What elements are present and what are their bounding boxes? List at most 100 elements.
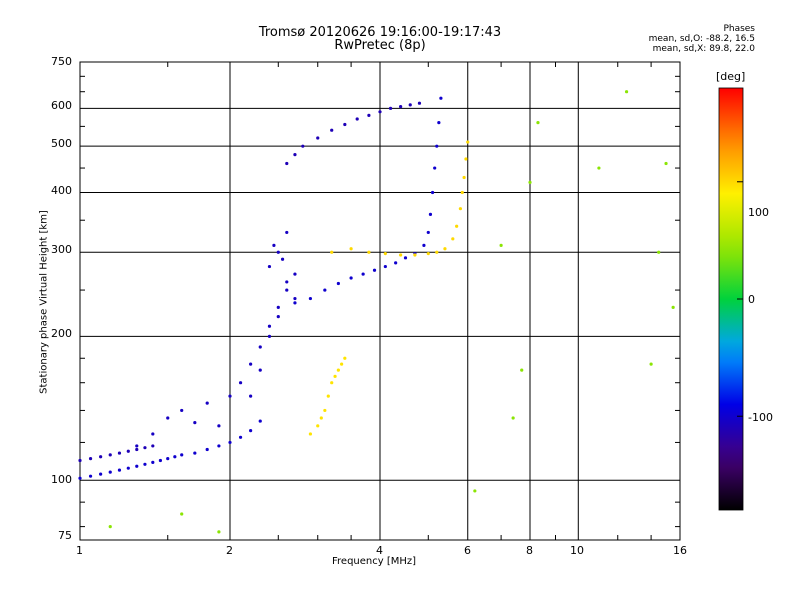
data-point (249, 394, 253, 398)
data-point (367, 250, 371, 254)
data-point (399, 253, 403, 257)
data-point (217, 424, 221, 428)
x-tick-label: 6 (464, 544, 471, 557)
colorbar-tick-label: -100 (748, 411, 773, 424)
data-point (99, 455, 103, 459)
data-point (473, 489, 477, 493)
data-point (276, 250, 280, 254)
data-point (117, 451, 122, 455)
data-point (151, 432, 155, 436)
data-point (99, 472, 103, 476)
data-point (280, 257, 285, 261)
data-point (258, 419, 262, 423)
data-point (664, 161, 668, 166)
data-point (336, 368, 340, 372)
data-point (285, 280, 289, 284)
data-point (443, 247, 447, 251)
chart-subtitle: RwPretec (8p) (334, 38, 426, 53)
data-point (336, 281, 340, 286)
data-point (439, 96, 443, 100)
data-point (135, 444, 139, 448)
data-point (520, 368, 524, 372)
data-point (166, 457, 170, 461)
data-point (403, 256, 408, 260)
data-point (249, 362, 253, 366)
data-point (316, 136, 320, 140)
data-point (193, 451, 197, 455)
data-point (117, 468, 122, 472)
data-point (383, 264, 387, 269)
data-point (276, 315, 280, 319)
data-point (536, 121, 540, 125)
data-point (597, 166, 601, 170)
chart-title: Tromsø 20120626 19:16:00-19:17:43 (258, 25, 502, 40)
data-point (499, 243, 503, 248)
data-point (408, 103, 412, 107)
data-point (293, 301, 297, 305)
data-point (430, 190, 435, 195)
data-point (108, 525, 112, 529)
data-point (330, 128, 334, 132)
data-point (372, 268, 377, 272)
data-point (88, 457, 93, 461)
data-point (166, 416, 170, 420)
colorbar-tick-label: 100 (748, 206, 769, 219)
data-point (180, 453, 184, 457)
data-point (78, 476, 82, 480)
data-point (343, 356, 347, 360)
data-point (217, 530, 221, 534)
data-point (135, 447, 139, 452)
y-tick-label: 600 (51, 99, 72, 112)
data-point (417, 101, 422, 105)
y-tick-label: 400 (51, 184, 72, 197)
data-point (308, 296, 313, 301)
data-point (649, 362, 653, 366)
data-point (267, 324, 272, 328)
data-point (228, 394, 232, 398)
data-point (293, 272, 297, 276)
data-point (437, 121, 441, 125)
data-point (367, 113, 371, 117)
y-tick-label: 200 (51, 327, 72, 340)
data-point (528, 180, 532, 184)
data-point (238, 381, 243, 385)
data-point (143, 462, 147, 466)
data-point (316, 424, 320, 428)
data-point (323, 288, 327, 292)
data-point (464, 157, 468, 161)
data-point (343, 122, 347, 127)
data-point (624, 90, 629, 94)
data-point (258, 345, 262, 349)
y-tick-label: 300 (51, 243, 72, 256)
x-tick-label: 2 (226, 544, 233, 557)
data-point (267, 264, 272, 269)
data-point (205, 401, 209, 405)
data-point (383, 252, 387, 256)
y-tick-label: 100 (51, 473, 72, 486)
data-point (173, 455, 177, 459)
y-tick-label: 500 (51, 137, 72, 150)
colorbar-tick-label: 0 (748, 293, 755, 306)
data-point (326, 394, 330, 398)
phases-heading: Phases (723, 24, 755, 34)
data-point (238, 435, 243, 439)
x-tick-label: 8 (526, 544, 533, 557)
data-point (301, 144, 305, 148)
data-point (657, 250, 661, 254)
data-point (126, 466, 130, 470)
data-point (349, 247, 353, 251)
phases-line-o: mean, sd,O: -88.2, 16.5 (648, 34, 755, 44)
data-point (394, 261, 398, 265)
data-point (511, 416, 515, 420)
data-point (426, 230, 430, 235)
data-point (308, 432, 313, 436)
data-point (272, 243, 276, 248)
y-tick-label: 750 (51, 55, 72, 68)
data-point (88, 474, 93, 478)
data-point (258, 368, 262, 372)
data-point (180, 512, 184, 516)
data-point (205, 447, 209, 452)
data-point (333, 374, 337, 378)
data-point (108, 470, 112, 474)
data-point (435, 250, 439, 254)
